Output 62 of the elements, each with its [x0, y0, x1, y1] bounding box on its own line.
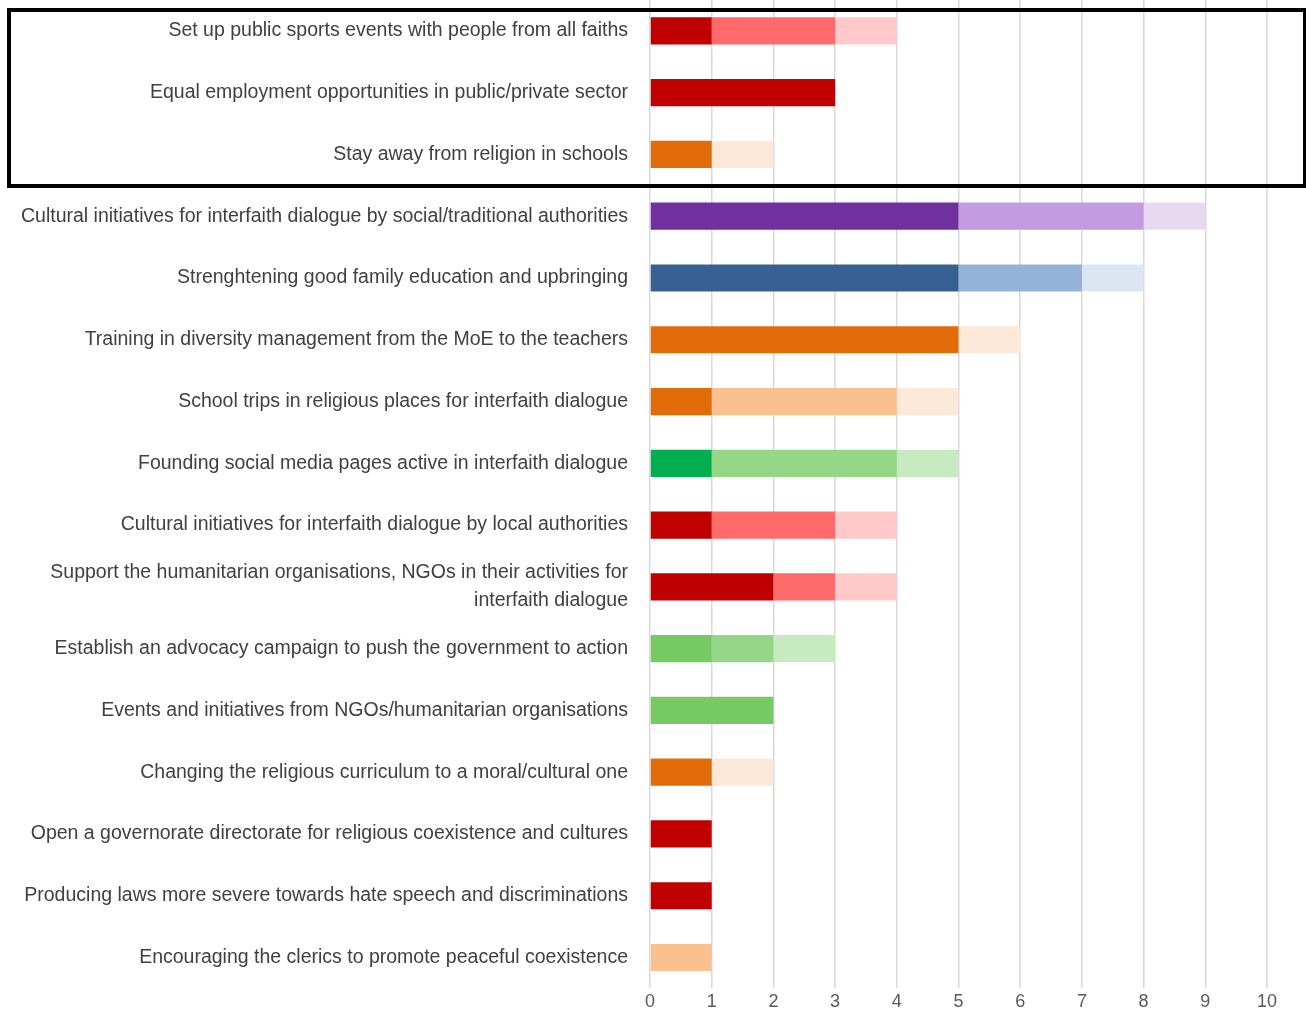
bar	[650, 820, 712, 848]
bar	[1143, 202, 1206, 230]
bar	[711, 449, 897, 477]
bar	[650, 387, 712, 416]
y-tick-label: Founding social media pages active in interfaith dialogue	[138, 450, 628, 473]
bar	[650, 943, 712, 972]
bar	[958, 326, 1021, 354]
y-tick-label: Open a governorate directorate for religious coexistence and cultures	[30, 821, 629, 844]
x-tick-label: 9	[1200, 991, 1211, 1012]
bar	[650, 758, 712, 786]
x-tick-label: 1	[706, 991, 717, 1012]
bar	[650, 449, 712, 477]
bar	[958, 202, 1144, 230]
x-tick-label: 8	[1138, 991, 1149, 1012]
bar	[650, 202, 959, 230]
y-tick-label: Changing the religious curriculum to a moral/cultural one	[140, 759, 628, 782]
x-tick-label: 7	[1076, 991, 1087, 1012]
bar	[711, 758, 774, 786]
bar	[650, 140, 712, 169]
bar	[835, 573, 897, 601]
x-tick-label: 6	[1015, 991, 1026, 1012]
bar	[650, 882, 712, 910]
bar	[650, 264, 959, 292]
bar	[896, 449, 959, 477]
bar	[711, 17, 836, 45]
bar	[711, 635, 774, 663]
bar	[835, 511, 897, 539]
y-tick-label: School trips in religious places for interfaith dialogue	[178, 388, 628, 411]
bar	[1081, 264, 1144, 292]
bar	[650, 17, 712, 45]
bar	[773, 573, 836, 601]
y-tick-label: Events and initiatives from NGOs/humanitarian organisations	[101, 697, 629, 720]
bar	[958, 264, 1082, 292]
bar	[650, 635, 712, 663]
y-tick-label: Training in diversity management from the MoE to the teachers	[84, 327, 629, 350]
y-tick-label: Cultural initiatives for interfaith dialogue by local authorities	[120, 512, 629, 535]
y-tick-label: Strenghtening good family education and upbringing	[177, 265, 628, 288]
bar	[650, 573, 774, 601]
bar	[835, 17, 897, 45]
bar	[711, 511, 836, 539]
bar	[711, 140, 774, 169]
x-tick-label: 5	[953, 991, 964, 1012]
bar	[773, 635, 836, 663]
x-tick-label: 10	[1256, 991, 1278, 1012]
y-tick-label: Set up public sports events with people from all faiths	[168, 18, 629, 41]
bar	[896, 387, 959, 416]
y-tick-label: Cultural initiatives for interfaith dialogue by social/traditional authorities	[21, 203, 629, 226]
x-tick-label: 4	[891, 991, 902, 1012]
bar	[711, 387, 897, 416]
y-tick-label: Establish an advocacy campaign to push the government to action	[54, 636, 628, 659]
y-tick-label: Encouraging the clerics to promote peaceful coexistence	[139, 944, 628, 967]
bar	[650, 79, 836, 107]
y-tick-label: Producing laws more severe towards hate speech and discriminations	[24, 883, 629, 906]
x-tick-label: 0	[644, 991, 656, 1012]
y-tick-label: Support the humanitarian organisations, NGOs in their activities for interfaith dialogue	[50, 560, 629, 611]
bar	[650, 696, 774, 724]
x-tick-label: 3	[830, 991, 841, 1012]
bar	[650, 511, 712, 539]
bar	[650, 326, 959, 354]
x-tick-label: 2	[768, 991, 779, 1012]
y-tick-label: Equal employment opportunities in public/private sector	[149, 80, 629, 103]
y-tick-label: Stay away from religion in schools	[333, 141, 629, 164]
